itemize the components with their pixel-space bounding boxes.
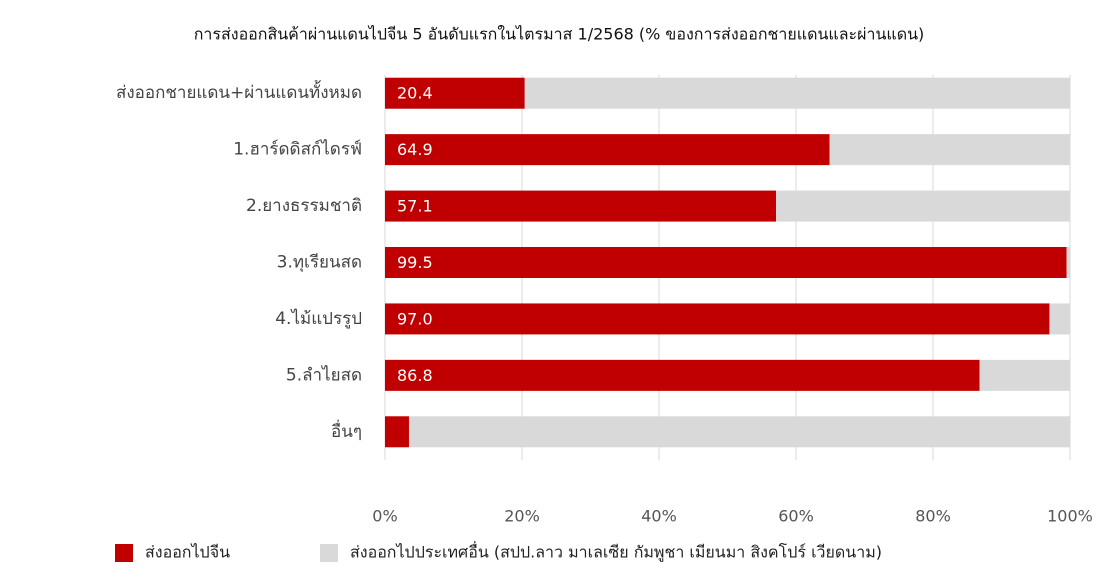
value-label: 64.9 bbox=[397, 140, 433, 159]
x-tick-label: 0% bbox=[372, 507, 397, 526]
legend-swatch bbox=[320, 544, 338, 562]
bar-segment bbox=[524, 77, 1070, 109]
value-label: 86.8 bbox=[397, 366, 433, 385]
bar-segment bbox=[776, 190, 1070, 222]
category-label: 1.ฮาร์ดดิสก์ไดรฟ์ bbox=[233, 139, 362, 160]
x-tick-label: 20% bbox=[504, 507, 540, 526]
value-label: 97.0 bbox=[397, 309, 433, 328]
x-tick-label: 80% bbox=[915, 507, 951, 526]
legend-swatch bbox=[115, 544, 133, 562]
bar-segment bbox=[385, 247, 1067, 278]
category-label: ส่งออกชายแดน+ผ่านแดนทั้งหมด bbox=[116, 80, 362, 103]
chart-title: การส่งออกสินค้าผ่านแดนไปจีน 5 อันดับแรกใ… bbox=[194, 25, 925, 44]
x-tick-label: 40% bbox=[641, 507, 677, 526]
category-label: 5.ลำไยสด bbox=[286, 364, 362, 385]
x-tick-label: 60% bbox=[778, 507, 814, 526]
legend-label: ส่งออกไปจีน bbox=[145, 543, 230, 562]
bar-segment bbox=[979, 359, 1070, 391]
bar-segment bbox=[385, 190, 777, 222]
bar-segment bbox=[1066, 247, 1070, 278]
category-label: อื่นๆ bbox=[331, 419, 362, 442]
category-label: 2.ยางธรรมชาติ bbox=[246, 196, 362, 216]
bar-segment bbox=[1049, 303, 1070, 335]
x-tick-label: 100% bbox=[1047, 507, 1093, 526]
value-label: 57.1 bbox=[397, 197, 433, 216]
bar-segment bbox=[385, 303, 1050, 335]
value-label: 99.5 bbox=[397, 253, 433, 272]
bar-segment bbox=[385, 77, 525, 109]
bar-segment bbox=[385, 134, 830, 166]
bar-segment bbox=[385, 416, 409, 448]
bar-segment bbox=[408, 416, 1071, 448]
category-label: 3.ทุเรียนสด bbox=[277, 253, 362, 273]
bar-segment bbox=[829, 134, 1070, 166]
legend-label: ส่งออกไปประเทศอื่น (สปป.ลาว มาเลเซีย กัม… bbox=[350, 541, 882, 563]
value-label: 20.4 bbox=[397, 84, 433, 103]
bar-segment bbox=[385, 359, 980, 391]
category-label: 4.ไม้แปรรูป bbox=[275, 308, 362, 329]
